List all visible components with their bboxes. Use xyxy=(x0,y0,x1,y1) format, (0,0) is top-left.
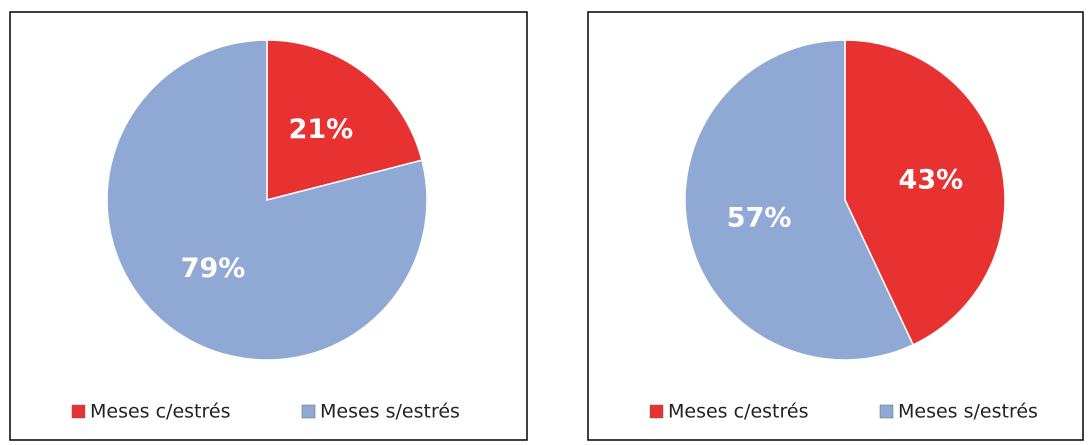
value-label: 79% xyxy=(181,253,246,284)
legend-marker xyxy=(649,404,664,419)
value-label: 43% xyxy=(899,164,964,195)
pie-slice xyxy=(106,39,428,361)
legend-marker xyxy=(879,404,894,419)
legend-label: Meses s/estrés xyxy=(898,401,1038,423)
pie-slice xyxy=(266,39,423,201)
legend-label: Meses c/estrés xyxy=(90,401,230,423)
legend-label: Meses s/estrés xyxy=(320,401,460,423)
legend-marker xyxy=(71,404,86,419)
pie-slice xyxy=(844,39,1006,346)
legend-label: Meses c/estrés xyxy=(668,401,808,423)
pie-slice xyxy=(684,39,915,361)
legend-marker xyxy=(301,404,316,419)
value-label: 57% xyxy=(727,203,792,234)
value-label: 21% xyxy=(289,114,354,145)
